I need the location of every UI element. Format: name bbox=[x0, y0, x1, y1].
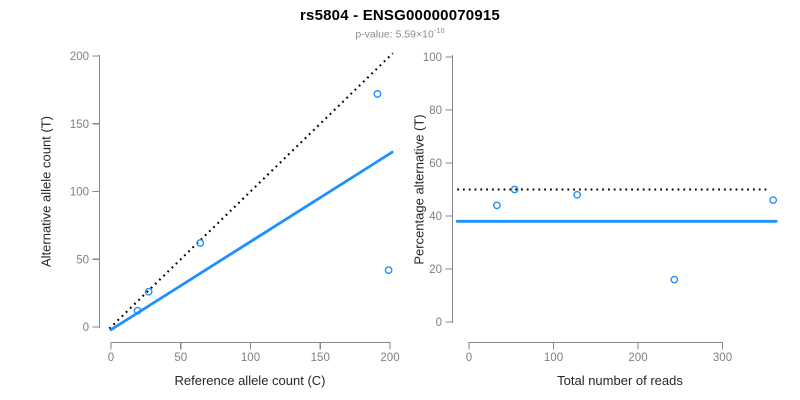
x-tick-label: 100 bbox=[544, 352, 563, 364]
right-xaxis-title: Total number of reads bbox=[557, 373, 683, 388]
data-point bbox=[492, 201, 501, 210]
data-point bbox=[384, 266, 393, 274]
pvalue-exponent: -10 bbox=[433, 26, 445, 35]
data-point bbox=[133, 306, 142, 315]
x-tick-label: 200 bbox=[380, 352, 399, 364]
data-point bbox=[769, 196, 778, 205]
y-tick-label: 100 bbox=[70, 187, 89, 199]
x-tick-label: 0 bbox=[466, 352, 472, 364]
regression-line bbox=[109, 150, 394, 332]
y-tick-label: 80 bbox=[429, 105, 442, 117]
y-tick-label: 60 bbox=[429, 158, 442, 170]
left-plot: 0 50 100 150 200 0 50 100 150 200 bbox=[70, 51, 400, 364]
left-xaxis-title: Reference allele count (C) bbox=[174, 373, 326, 388]
data-point bbox=[573, 190, 582, 199]
data-point bbox=[196, 239, 205, 247]
right-plot: 0 20 40 60 80 100 0 100 200 300 bbox=[423, 52, 778, 364]
data-point bbox=[670, 275, 679, 284]
y-tick-label: 150 bbox=[70, 119, 89, 131]
y-tick-label: 100 bbox=[423, 52, 442, 64]
y-tick-label: 40 bbox=[429, 211, 442, 223]
x-tick-label: 50 bbox=[174, 352, 187, 364]
chart-subtitle: p-value: 5.59×10-10 bbox=[0, 26, 800, 41]
x-tick-label: 100 bbox=[241, 352, 260, 364]
x-tick-label: 0 bbox=[108, 352, 114, 364]
x-tick-label: 300 bbox=[713, 352, 732, 364]
y-tick-label: 50 bbox=[76, 254, 89, 266]
x-tick-label: 200 bbox=[628, 352, 647, 364]
y-tick-label: 20 bbox=[429, 264, 442, 276]
data-point bbox=[144, 287, 153, 296]
y-tick-label: 200 bbox=[70, 51, 89, 63]
chart-title: rs5804 - ENSG00000070915 bbox=[300, 7, 500, 24]
y-tick-label: 0 bbox=[436, 317, 442, 329]
pvalue-text: p-value: 5.59×10 bbox=[355, 28, 434, 41]
y-tick-label: 0 bbox=[83, 322, 89, 334]
x-tick-label: 150 bbox=[311, 352, 330, 364]
data-point bbox=[510, 185, 519, 194]
identity-line bbox=[108, 52, 394, 330]
data-point bbox=[373, 90, 382, 98]
